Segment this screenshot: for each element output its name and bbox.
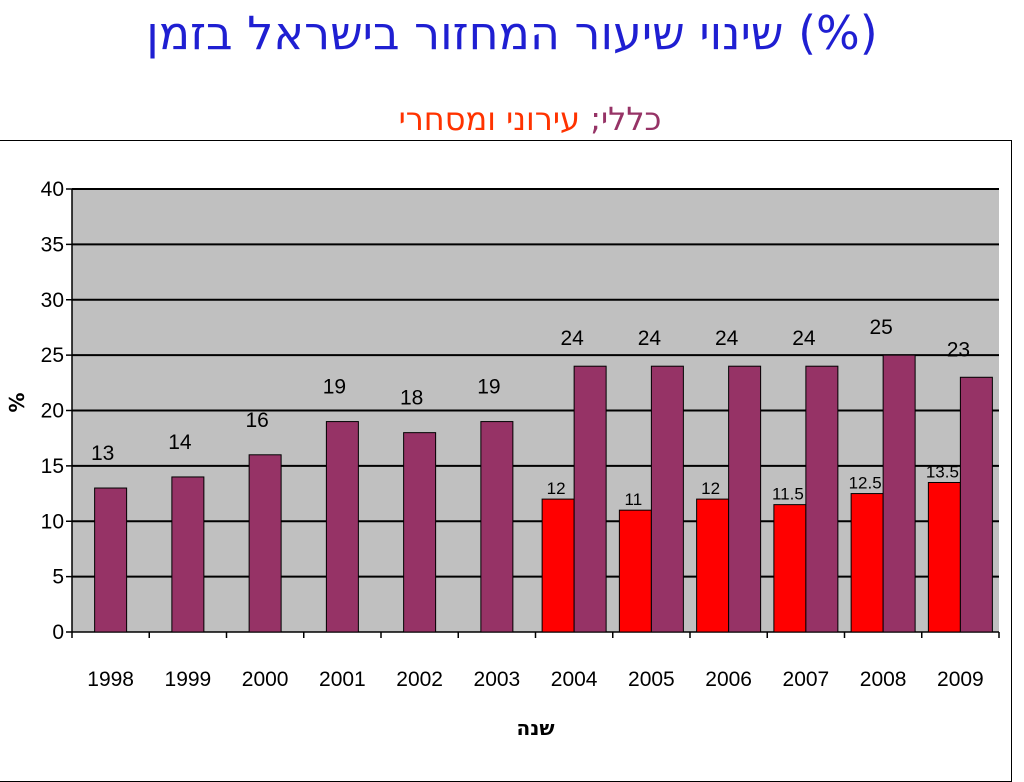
bar xyxy=(480,421,514,633)
x-tick-label: 1998 xyxy=(87,668,134,691)
y-tick-label: 30 xyxy=(41,289,64,312)
slide-subtitle: כללי; עירוני ומסחרי xyxy=(0,100,1024,138)
x-tick-label: 2007 xyxy=(783,668,830,691)
x-tick-label: 2003 xyxy=(474,668,521,691)
bar xyxy=(882,354,916,633)
data-label: 14 xyxy=(168,431,192,454)
y-tick-label: 10 xyxy=(41,510,64,533)
bar xyxy=(171,476,205,633)
bar xyxy=(773,504,807,633)
data-label: 19 xyxy=(477,376,500,399)
data-label: 16 xyxy=(245,409,268,432)
y-tick-label: 35 xyxy=(41,233,64,256)
bar xyxy=(927,481,961,633)
data-label: 11 xyxy=(625,490,643,509)
bar xyxy=(573,365,607,633)
y-axis-title: % xyxy=(4,392,28,412)
bar xyxy=(850,493,884,633)
x-tick-label: 2009 xyxy=(937,668,984,691)
y-tick-label: 15 xyxy=(41,455,64,478)
data-label: 13 xyxy=(91,442,114,465)
bar xyxy=(618,509,652,633)
bar-chart: 0 5 10 15 20 25 30 35 40 1998 1999 2000 2001 2002 2003… xyxy=(4,178,1000,740)
bar xyxy=(94,487,128,633)
data-label: 19 xyxy=(323,376,346,399)
y-tick-label: 40 xyxy=(41,178,64,201)
data-label: 12 xyxy=(547,479,566,498)
bar xyxy=(696,498,730,633)
subtitle-general: כללי; xyxy=(590,100,662,138)
data-label: 25 xyxy=(869,316,892,339)
x-tick-label: 2001 xyxy=(319,668,366,691)
x-tick-label: 2000 xyxy=(242,668,289,691)
data-label: 11.5 xyxy=(772,485,804,504)
data-label: 24 xyxy=(638,327,662,350)
bar xyxy=(541,498,575,633)
data-label: 24 xyxy=(715,327,739,350)
x-tick-label: 2002 xyxy=(396,668,443,691)
y-tick-label: 25 xyxy=(41,344,64,367)
bar xyxy=(728,365,762,633)
x-tick-label: 2008 xyxy=(860,668,907,691)
bar xyxy=(403,432,437,633)
y-tick-label: 5 xyxy=(52,566,64,589)
y-tick-label: 20 xyxy=(41,400,64,423)
x-tick-label: 1999 xyxy=(165,668,212,691)
chart-frame: 0 5 10 15 20 25 30 35 40 1998 1999 2000 2001 2002 2003… xyxy=(0,140,1012,782)
data-label: 18 xyxy=(400,387,423,410)
bar xyxy=(805,365,839,633)
slide-title: שינוי שיעור המחזור בישראל בזמן (%) xyxy=(146,6,878,60)
data-label: 13.5 xyxy=(926,462,959,481)
subtitle-urban-commercial: עירוני ומסחרי xyxy=(398,100,581,138)
bar xyxy=(325,421,359,633)
bar xyxy=(650,365,684,633)
x-tick-label: 2005 xyxy=(628,668,675,691)
y-tick-label: 0 xyxy=(52,621,64,644)
data-label: 12 xyxy=(701,479,720,498)
x-tick-label: 2004 xyxy=(551,668,598,691)
data-label: 24 xyxy=(792,327,816,350)
x-axis-title: שנה xyxy=(517,716,555,740)
data-label: 12.5 xyxy=(849,474,882,493)
bar xyxy=(959,376,993,633)
bar xyxy=(248,454,282,633)
data-label: 24 xyxy=(560,327,584,350)
x-tick-label: 2006 xyxy=(705,668,752,691)
data-label: 23 xyxy=(947,338,970,361)
